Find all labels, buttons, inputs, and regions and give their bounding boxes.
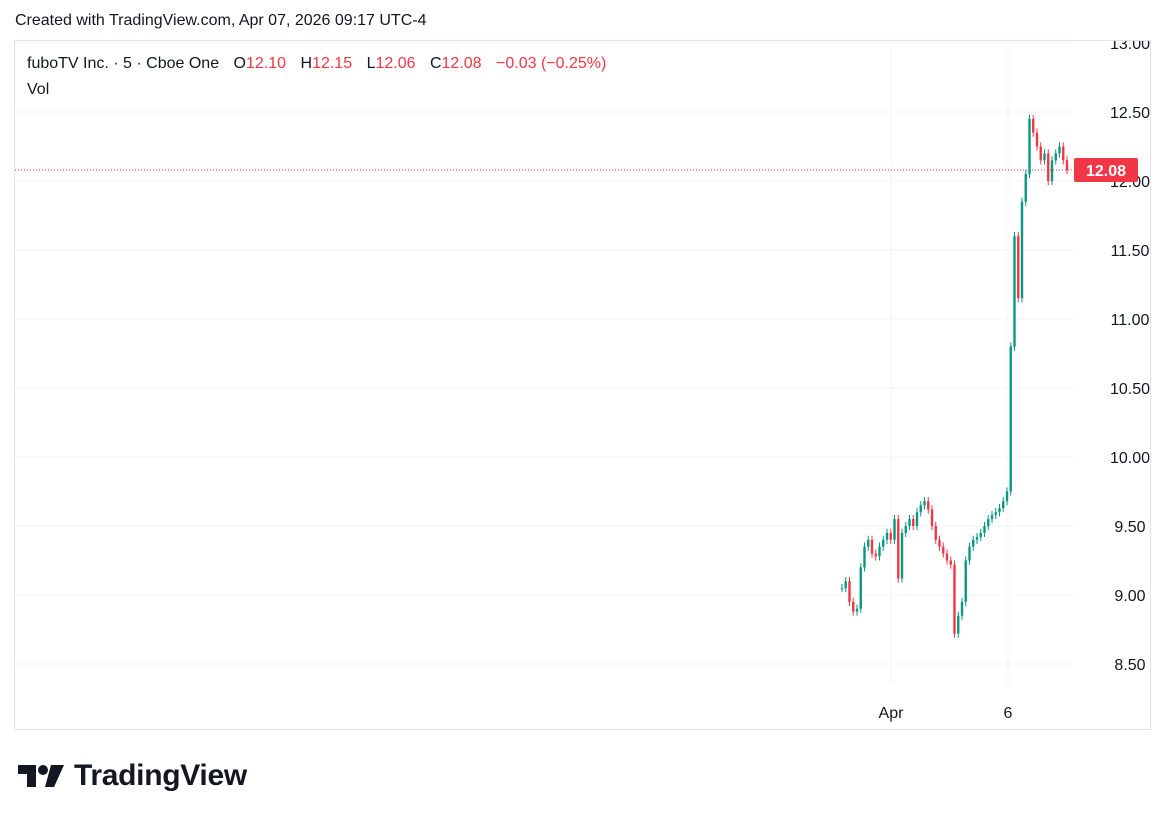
open-value: 12.10 bbox=[246, 55, 287, 72]
price-series bbox=[840, 114, 1069, 638]
candle-body bbox=[915, 512, 919, 526]
close-value: 12.08 bbox=[441, 55, 482, 72]
candle-body bbox=[874, 553, 877, 557]
candle-body bbox=[889, 532, 892, 540]
candle-body bbox=[848, 581, 851, 602]
last-price-badge-bg bbox=[1074, 157, 1138, 182]
last-price-badge-text: 12.08 bbox=[1086, 163, 1126, 180]
candle-body bbox=[1017, 236, 1020, 299]
close-label: C bbox=[429, 55, 442, 72]
low-value: 12.06 bbox=[375, 55, 416, 72]
candle-body bbox=[987, 519, 990, 526]
chart-frame[interactable]: 8.50 9.00 9.50 10.00 10.50 11.00 11.50 12.00 12.… bbox=[14, 40, 1151, 730]
change-value: −0.03 (−0.25%) bbox=[496, 55, 607, 72]
y-tick-label: 11.00 bbox=[1111, 312, 1150, 329]
candle-body bbox=[897, 519, 900, 579]
candle-body bbox=[923, 501, 926, 506]
candle-body bbox=[927, 501, 930, 510]
candle-body bbox=[863, 546, 866, 568]
candle-body bbox=[1032, 118, 1035, 133]
volume-label[interactable]: Vol bbox=[27, 81, 50, 98]
candle-body bbox=[1043, 153, 1046, 161]
candle-body bbox=[885, 532, 889, 540]
high-label: H bbox=[300, 55, 313, 72]
y-tick-label: 12.50 bbox=[1110, 105, 1150, 122]
candle-body bbox=[1054, 153, 1057, 161]
candle-body bbox=[998, 508, 1001, 513]
y-tick-label: 13.00 bbox=[1110, 41, 1150, 53]
candle-body bbox=[938, 539, 941, 547]
candle-body bbox=[878, 546, 881, 557]
time-axis[interactable]: Apr 6 bbox=[879, 705, 1013, 722]
candle-body bbox=[953, 564, 956, 634]
candle-body bbox=[990, 514, 994, 520]
symbol-title[interactable]: fuboTV Inc. · 5 · Cboe One bbox=[27, 55, 220, 72]
candle-body bbox=[1024, 174, 1027, 202]
candle-body bbox=[972, 539, 975, 547]
candle-body bbox=[1002, 501, 1005, 509]
x-tick-label: Apr bbox=[879, 705, 905, 722]
candle-body bbox=[960, 601, 964, 616]
grid-lines bbox=[15, 42, 1073, 665]
candle-body bbox=[945, 553, 949, 561]
y-tick-label: 8.50 bbox=[1114, 657, 1145, 674]
candle-body bbox=[1058, 146, 1061, 154]
price-axis[interactable]: 8.509.009.5010.0010.5011.0011.5012.0012.… bbox=[1110, 41, 1150, 674]
tradingview-logo[interactable]: TradingView bbox=[18, 758, 247, 794]
candle-body bbox=[983, 526, 986, 533]
y-tick-label: 11.50 bbox=[1111, 243, 1150, 260]
candle-body bbox=[893, 519, 896, 540]
vertical-grid-lines bbox=[890, 41, 1009, 686]
candle-body bbox=[968, 546, 971, 561]
candle-body bbox=[867, 539, 870, 547]
candle-body bbox=[934, 526, 937, 540]
price-chart[interactable]: 8.509.009.5010.0010.5011.0011.5012.0012.… bbox=[15, 41, 1151, 730]
candle-body bbox=[1013, 236, 1016, 347]
last-price-badge: 12.08 bbox=[1074, 157, 1138, 182]
candle-body bbox=[870, 539, 874, 554]
candle-body bbox=[908, 519, 911, 526]
candle-body bbox=[949, 560, 952, 565]
candle-body bbox=[844, 581, 847, 589]
y-tick-label: 9.00 bbox=[1114, 588, 1145, 605]
y-tick-label: 10.00 bbox=[1110, 450, 1150, 467]
candle-body bbox=[957, 615, 960, 634]
candle-body bbox=[1005, 491, 1009, 502]
candle-body bbox=[1050, 160, 1054, 181]
x-tick-label: 6 bbox=[1004, 705, 1013, 722]
symbol-legend: fuboTV Inc. · 5 · Cboe One O12.10 H12.15… bbox=[27, 55, 606, 73]
candle-body bbox=[942, 546, 945, 554]
candle-body bbox=[1065, 160, 1069, 170]
candle-body bbox=[900, 532, 904, 579]
candle-body bbox=[912, 519, 915, 526]
candle-body bbox=[930, 509, 934, 526]
candle-body bbox=[975, 537, 979, 540]
candle-body bbox=[904, 526, 907, 533]
candle-body bbox=[1009, 346, 1012, 492]
candle-body bbox=[859, 567, 862, 609]
candle-body bbox=[840, 588, 844, 590]
tradingview-logo-text: TradingView bbox=[74, 759, 247, 792]
candle-body bbox=[1020, 201, 1024, 299]
candle-body bbox=[1035, 132, 1039, 147]
candle-body bbox=[1047, 153, 1050, 181]
candle-body bbox=[964, 560, 967, 602]
high-value: 12.15 bbox=[312, 55, 353, 72]
candle-body bbox=[979, 532, 982, 538]
created-with-caption: Created with TradingView.com, Apr 07, 20… bbox=[15, 12, 427, 29]
candle-body bbox=[852, 601, 855, 612]
candle-body bbox=[1028, 118, 1031, 175]
candle-body bbox=[855, 608, 859, 612]
y-tick-label: 9.50 bbox=[1114, 519, 1145, 536]
low-label: L bbox=[366, 55, 376, 72]
open-label: O bbox=[233, 55, 246, 72]
candle-body bbox=[1062, 146, 1065, 161]
candle-body bbox=[994, 512, 997, 515]
candle-body bbox=[1039, 146, 1042, 161]
candle-body bbox=[919, 505, 922, 513]
candle-body bbox=[882, 539, 885, 547]
y-tick-label: 10.50 bbox=[1110, 381, 1150, 398]
tradingview-logo-icon bbox=[18, 765, 64, 787]
